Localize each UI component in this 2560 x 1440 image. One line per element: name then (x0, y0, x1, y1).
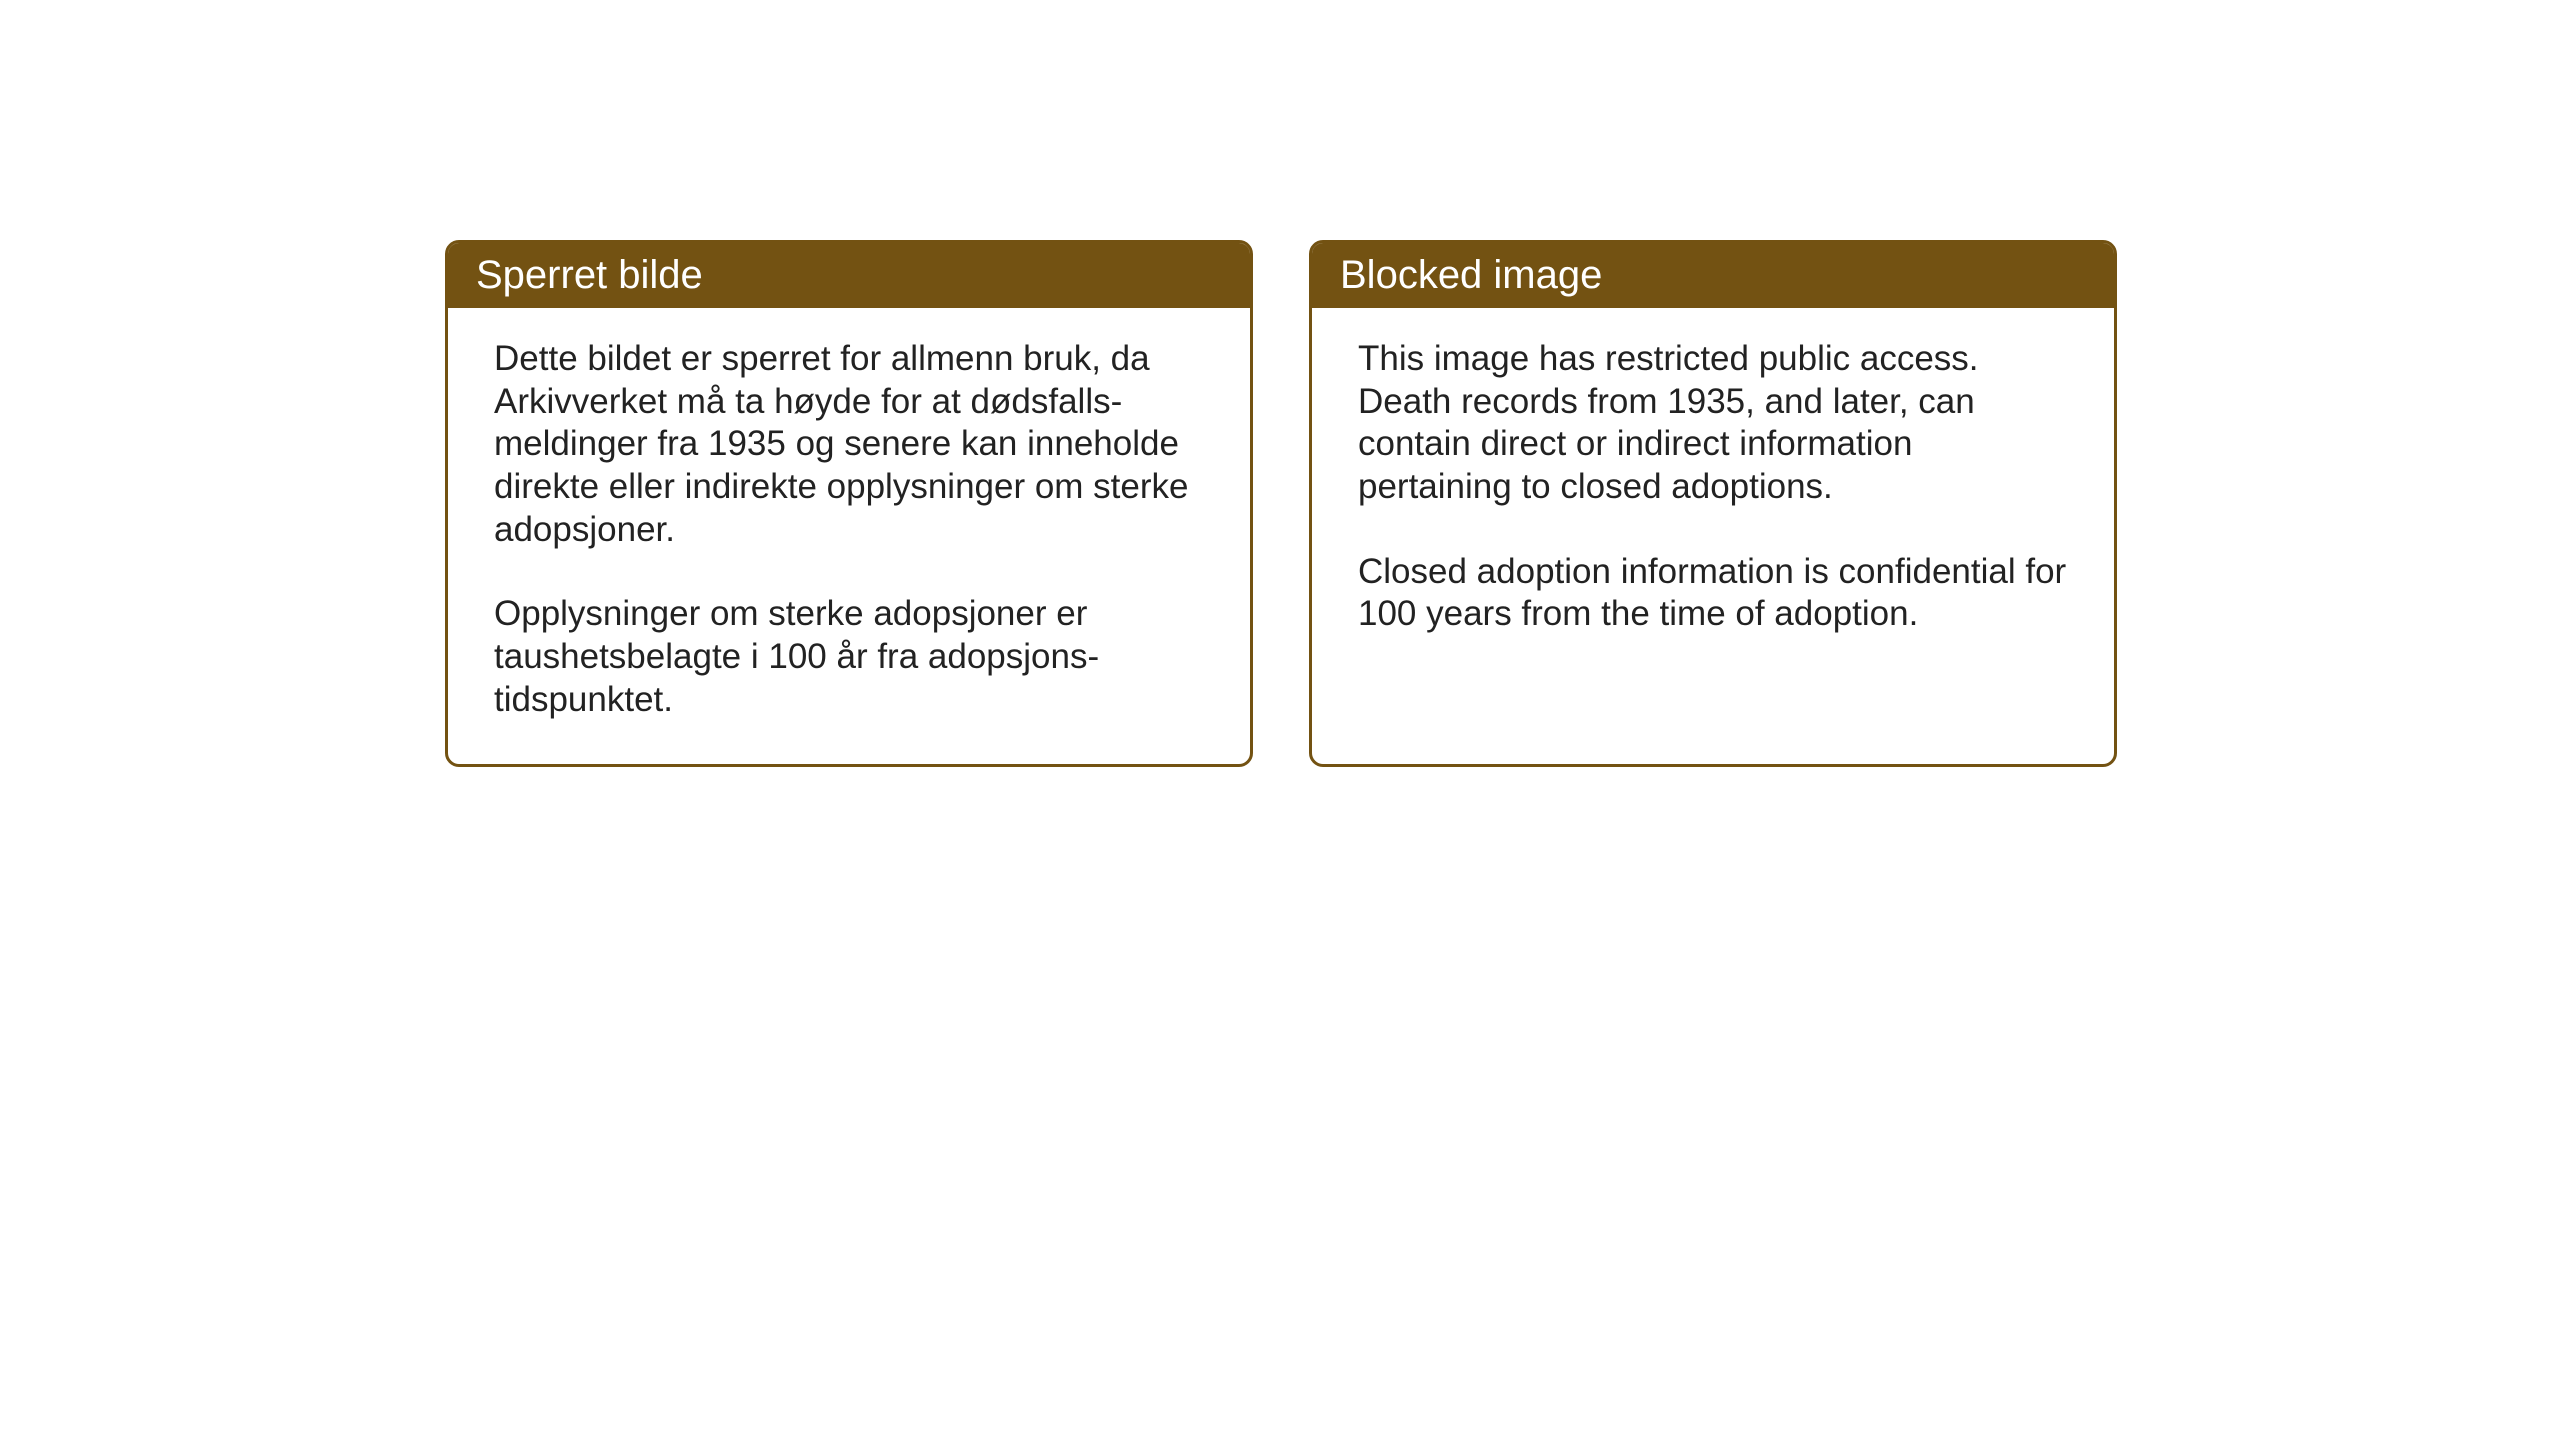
notice-header-english: Blocked image (1312, 243, 2114, 308)
notice-container: Sperret bilde Dette bildet er sperret fo… (445, 240, 2117, 767)
notice-body-english: This image has restricted public access.… (1312, 308, 2114, 720)
notice-card-english: Blocked image This image has restricted … (1309, 240, 2117, 767)
notice-paragraph-2-english: Closed adoption information is confident… (1358, 551, 2068, 636)
notice-paragraph-2-norwegian: Opplysninger om sterke adopsjoner er tau… (494, 593, 1204, 721)
notice-paragraph-1-norwegian: Dette bildet er sperret for allmenn bruk… (494, 338, 1204, 551)
notice-card-norwegian: Sperret bilde Dette bildet er sperret fo… (445, 240, 1253, 767)
notice-title-english: Blocked image (1340, 253, 2086, 298)
notice-header-norwegian: Sperret bilde (448, 243, 1250, 308)
notice-body-norwegian: Dette bildet er sperret for allmenn bruk… (448, 308, 1250, 764)
notice-title-norwegian: Sperret bilde (476, 253, 1222, 298)
notice-paragraph-1-english: This image has restricted public access.… (1358, 338, 2068, 509)
